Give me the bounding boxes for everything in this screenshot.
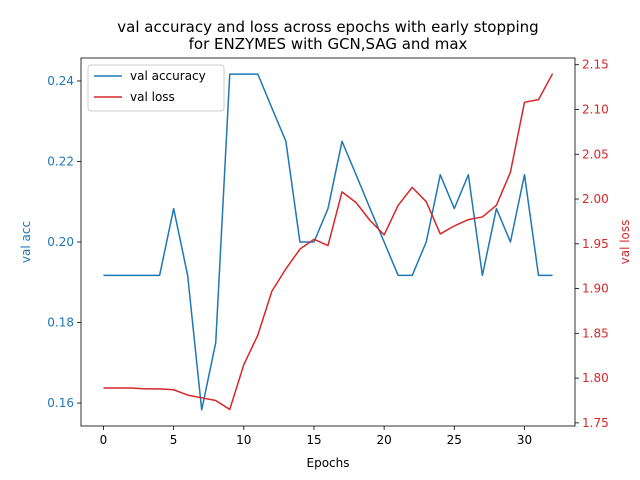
x-tick-label: 20 [376,433,391,447]
right-y-axis: 1.75 1.80 1.85 1.90 1.95 2.00 2.05 2.10 2.15 [575,58,609,430]
right-y-tick-label: 2.05 [582,147,609,161]
right-y-tick-label: 2.00 [582,192,609,206]
left-y-axis-label: val acc [19,221,33,263]
legend: val accuracy val loss [87,64,225,112]
x-tick-label: 5 [170,433,178,447]
x-axis-label: Epochs [307,456,350,470]
right-y-tick-label: 1.90 [582,282,609,296]
x-tick-label: 25 [447,433,462,447]
legend-label-val-accuracy: val accuracy [130,69,206,83]
left-y-tick-label: 0.24 [47,74,74,88]
right-y-tick-label: 1.80 [582,371,609,385]
series-line-val-accuracy [103,73,553,411]
left-y-tick-label: 0.20 [47,235,74,249]
x-tick-label: 0 [100,433,108,447]
right-y-tick-label: 2.15 [582,58,609,72]
left-y-tick-label: 0.22 [47,154,74,168]
x-tick-label: 30 [517,433,532,447]
chart-title-line1: val accuracy and loss across epochs with… [117,18,538,36]
right-y-tick-label: 1.75 [582,416,609,430]
right-y-tick-label: 1.95 [582,237,609,251]
left-y-tick-label: 0.16 [47,396,74,410]
chart-title-line2: for ENZYMES with GCN,SAG and max [189,35,468,53]
right-y-axis-label: val loss [618,220,632,265]
left-y-tick-label: 0.18 [47,316,74,330]
right-y-tick-label: 2.10 [582,102,609,116]
plot-area [80,57,576,427]
right-y-tick-label: 1.85 [582,326,609,340]
x-tick-label: 10 [236,433,251,447]
series-line-val-loss [103,73,554,411]
x-axis: 0 5 10 15 20 25 30 [100,426,532,447]
plot-frame [80,57,576,427]
x-tick-label: 15 [306,433,321,447]
left-y-axis: 0.16 0.18 0.20 0.22 0.24 [47,74,81,410]
series-lines [103,73,554,411]
legend-label-val-loss: val loss [130,90,175,104]
